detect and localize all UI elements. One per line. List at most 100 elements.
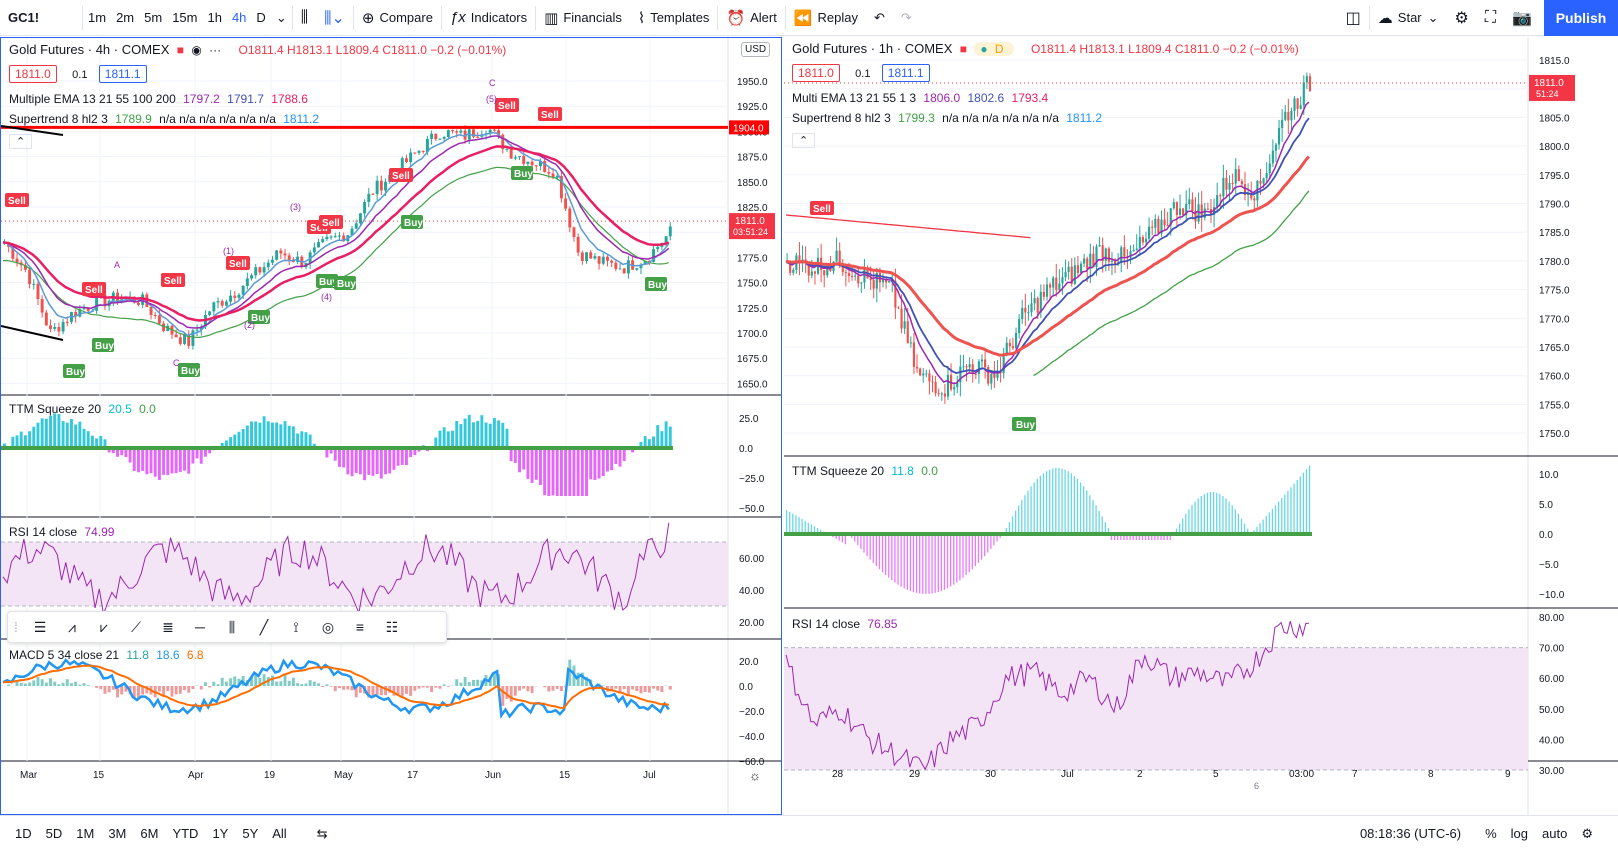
interval-5m[interactable]: 5m [144, 10, 163, 25]
elliott-wave-icon[interactable]: ⩘ [68, 618, 76, 635]
range-1y[interactable]: 1Y [212, 826, 229, 841]
interval-2m[interactable]: 2m [116, 10, 135, 25]
star-button[interactable]: ☁ Star ⌄ [1370, 0, 1447, 36]
range-6m[interactable]: 6M [140, 826, 159, 841]
ray-icon[interactable]: ╱ [259, 618, 269, 635]
drag-handle-icon[interactable]: ⁞ [14, 619, 18, 635]
replay-button[interactable]: ⏪ Replay [786, 0, 866, 36]
range-ytd[interactable]: YTD [172, 826, 199, 841]
buy-signal-label: Buy [181, 366, 200, 377]
pattern-icon[interactable]: ⟟ [293, 618, 299, 635]
layout-icon[interactable]: ◫ [1345, 9, 1361, 27]
ttm-histogram-bar [65, 422, 69, 448]
ttm-histogram-bar [925, 534, 927, 594]
ttm-histogram-bar [906, 534, 908, 590]
log-toggle[interactable]: log [1510, 826, 1529, 841]
right-chart-canvas[interactable]: 1815.01810.01805.01800.01795.01790.01785… [784, 37, 1618, 815]
chart-type-icon[interactable]: ⫼⌄ [324, 9, 345, 27]
lines-tool-icon[interactable]: ☰ [33, 618, 47, 635]
buy-price-box[interactable]: 1811.1 [881, 64, 930, 82]
right-rsi-legend[interactable]: RSI 14 close 76.85 [792, 617, 901, 631]
horizontal-line-icon[interactable]: ─ [195, 619, 205, 635]
status-dot-icon: ● [980, 42, 988, 56]
interval-dropdown-icon[interactable]: ⌄ [275, 9, 287, 25]
abcd-pattern-icon[interactable]: ⩗ [100, 618, 108, 635]
fib-levels-icon[interactable]: ≡ [355, 619, 365, 635]
macd-histogram-bar [82, 683, 86, 686]
ttm-histogram-bar [1222, 495, 1224, 534]
symbol-search[interactable]: GC1! [8, 10, 40, 25]
gann-icon[interactable]: ◎ [321, 618, 335, 635]
left-chart-canvas[interactable]: 1950.01925.01900.01875.01850.01825.01800… [1, 38, 781, 814]
clock-time[interactable]: 08:18:36 (UTC-6) [1359, 826, 1462, 841]
gear-icon[interactable]: ⚙ [1454, 9, 1469, 27]
fullscreen-icon[interactable]: ⛶ [1484, 8, 1497, 26]
goto-date-icon[interactable]: ⇆ [316, 825, 328, 841]
currency-badge[interactable]: USD [741, 42, 771, 57]
undo-icon[interactable]: ↶ [874, 9, 885, 25]
interval-d[interactable]: D [256, 10, 266, 25]
left-rsi-legend[interactable]: RSI 14 close 74.99 [9, 525, 118, 539]
more-icon[interactable]: ··· [209, 43, 222, 57]
candle-body [338, 235, 341, 237]
eye-icon[interactable]: ◉ [191, 43, 202, 57]
candle-body [132, 296, 136, 303]
ttm-histogram-bar [1110, 534, 1113, 540]
left-ema-legend[interactable]: Multiple EMA 13 21 55 100 200 1797.2 179… [9, 92, 312, 106]
range-1d[interactable]: 1D [15, 826, 32, 841]
ttm-histogram-bar [1107, 528, 1110, 534]
percent-toggle[interactable]: % [1485, 826, 1497, 841]
indicators-button[interactable]: ƒx Indicators [442, 0, 535, 36]
ttm-histogram-bar [984, 534, 986, 557]
candle-body [585, 252, 588, 262]
divider [352, 5, 354, 30]
range-5d[interactable]: 5D [45, 826, 63, 841]
candles-icon[interactable]: ⫼ [300, 8, 309, 26]
sell-price-box[interactable]: 1811.0 [9, 65, 57, 83]
trend-line-icon[interactable]: ⟋ [131, 618, 141, 635]
compare-button[interactable]: ⊕ Compare [354, 0, 441, 36]
alert-button[interactable]: ⏰ Alert [718, 0, 784, 36]
left-ttm-legend[interactable]: TTM Squeeze 20 20.5 0.0 [9, 402, 160, 416]
range-1m[interactable]: 1M [76, 826, 95, 841]
price-range-icon[interactable]: ☷ [385, 618, 399, 635]
publish-button[interactable]: Publish [1544, 0, 1618, 36]
right-ema-legend[interactable]: Multi EMA 13 21 55 1 3 1806.0 1802.6 179… [792, 91, 1052, 105]
settings-icon[interactable]: ⚙ [1581, 825, 1593, 841]
interval-1h[interactable]: 1h [207, 10, 222, 25]
right-chart[interactable]: 1815.01810.01805.01800.01795.01790.01785… [784, 37, 1618, 815]
sell-price-box[interactable]: 1811.0 [792, 64, 840, 82]
wave-label: C [173, 358, 180, 368]
right-supertrend-legend[interactable]: Supertrend 8 hl2 3 1799.3 n/a n/a n/a n/… [792, 111, 1106, 125]
fib-channel-icon[interactable]: ≣ [162, 618, 174, 635]
interval-15m[interactable]: 15m [172, 10, 198, 25]
ohlc-bars-icon[interactable]: ⫼ [228, 618, 236, 635]
candle-body [1166, 225, 1169, 227]
interval-1m[interactable]: 1m [88, 10, 107, 25]
range-all[interactable]: All [272, 826, 287, 841]
ttm-histogram-bar [1262, 519, 1264, 534]
left-supertrend-legend[interactable]: Supertrend 8 hl2 3 1789.9 n/a n/a n/a n/… [9, 112, 323, 126]
financials-button[interactable]: ▥ Financials [536, 0, 630, 36]
left-macd-legend[interactable]: MACD 5 34 close 21 11.8 18.6 6.8 [9, 648, 208, 662]
macd-histogram-bar [639, 686, 643, 694]
macd-histogram-bar [338, 686, 341, 689]
redo-icon[interactable]: ↷ [900, 9, 912, 25]
buy-price-box[interactable]: 1811.1 [98, 65, 147, 83]
auto-toggle[interactable]: auto [1542, 826, 1568, 841]
macd-histogram-bar [162, 686, 166, 697]
ttm-histogram-bar [346, 448, 350, 475]
ttm-histogram-bar [639, 441, 643, 448]
range-5y[interactable]: 5Y [242, 826, 259, 841]
right-ttm-legend[interactable]: TTM Squeeze 20 11.8 0.0 [792, 464, 942, 478]
macd-histogram-bar [505, 686, 509, 699]
templates-button[interactable]: ⌇ Templates [630, 0, 718, 36]
price-axis-label: 1725.0 [737, 304, 768, 315]
collapse-legend-button[interactable]: ⌃ [792, 133, 816, 148]
camera-icon[interactable]: 📷 [1512, 9, 1532, 27]
interval-4h[interactable]: 4h [231, 10, 247, 25]
candle-body [86, 308, 90, 311]
range-3m[interactable]: 3M [108, 826, 127, 841]
left-chart[interactable]: 1950.01925.01900.01875.01850.01825.01800… [0, 37, 782, 815]
collapse-legend-button[interactable]: ⌃ [9, 134, 33, 149]
